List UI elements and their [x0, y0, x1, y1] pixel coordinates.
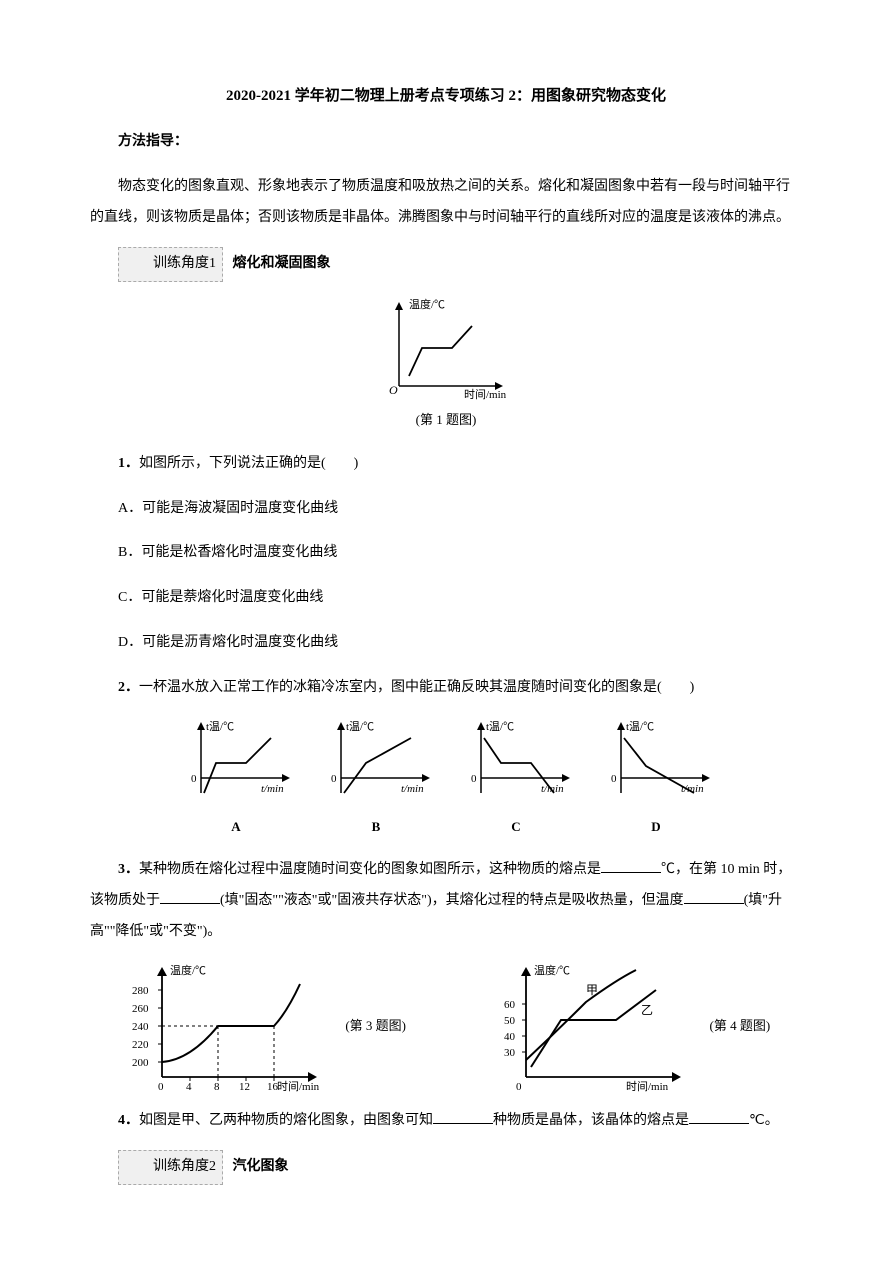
q3-text-3: 是吸收热量，但温度: [558, 893, 684, 908]
q2-option-d: t温/℃ 0 t/min D: [596, 718, 716, 842]
svg-text:240: 240: [132, 1021, 149, 1033]
svg-text:0: 0: [331, 773, 337, 785]
method-body: 物态变化的图象直观、形象地表示了物质温度和吸放热之间的关系。熔化和凝固图象中若有…: [90, 172, 802, 234]
figure-1-chart: O 温度/℃ 时间/min: [374, 296, 519, 406]
q2-label-d: D: [596, 813, 716, 842]
blank-5: [689, 1109, 749, 1124]
q2-text: 一杯温水放入正常工作的冰箱冷冻室内，图中能正确反映其温度随时间变化的图象是( ): [139, 680, 694, 695]
svg-text:温度/℃: 温度/℃: [534, 963, 570, 977]
figure-1: O 温度/℃ 时间/min (第 1 题图): [90, 296, 802, 435]
svg-text:8: 8: [214, 1081, 220, 1092]
section-1-header: 训练角度1 熔化和凝固图象: [90, 247, 802, 282]
q2-label-a: A: [176, 813, 296, 842]
svg-text:乙: 乙: [641, 1003, 653, 1017]
section-1-label: 训练角度1: [118, 247, 223, 282]
q2-label-b: B: [316, 813, 436, 842]
figure-4-caption: (第 4 题图): [710, 1018, 771, 1033]
svg-text:200: 200: [132, 1057, 149, 1069]
q4-prompt: 4．如图是甲、乙两种物质的熔化图象，由图象可知 种物质是晶体，该晶体的熔点是 ℃。: [90, 1106, 802, 1137]
svg-text:0: 0: [158, 1081, 164, 1092]
section-2-label: 训练角度2: [118, 1150, 223, 1185]
blank-2: [160, 889, 220, 904]
q4-number: 4．: [118, 1113, 139, 1128]
svg-text:t/min: t/min: [261, 783, 284, 795]
svg-text:t/min: t/min: [681, 783, 704, 795]
svg-text:t温/℃: t温/℃: [486, 720, 514, 733]
svg-text:0: 0: [516, 1081, 522, 1092]
fig1-ylabel: 温度/℃: [409, 297, 445, 311]
svg-text:50: 50: [504, 1015, 516, 1027]
svg-text:温度/℃: 温度/℃: [170, 963, 206, 977]
q1-option-c: C．可能是萘熔化时温度变化曲线: [90, 583, 802, 614]
svg-text:4: 4: [186, 1081, 192, 1092]
q1-option-d: D．可能是沥青熔化时温度变化曲线: [90, 628, 802, 659]
svg-text:40: 40: [504, 1031, 516, 1043]
svg-text:30: 30: [504, 1047, 516, 1059]
q4-text-2: 种物质是晶体，该晶体的熔点是: [493, 1113, 689, 1128]
svg-text:280: 280: [132, 985, 149, 997]
svg-text:260: 260: [132, 1003, 149, 1015]
q2-option-a: t温/℃ 0 t/min A: [176, 718, 296, 842]
svg-text:t温/℃: t温/℃: [346, 720, 374, 733]
q2-option-c: t温/℃ 0 t/min C: [456, 718, 576, 842]
section-1-title: 熔化和凝固图象: [233, 256, 331, 271]
figure-3: 200 220 240 260 280 0 4 8 12 16 温度/℃ 时间/…: [122, 962, 406, 1092]
svg-text:甲: 甲: [586, 983, 598, 997]
q2-prompt: 2．一杯温水放入正常工作的冰箱冷冻室内，图中能正确反映其温度随时间变化的图象是(…: [90, 673, 802, 704]
q4-unit: ℃。: [749, 1113, 779, 1128]
q3-text-1: 某种物质在熔化过程中温度随时间变化的图象如图所示，这种物质的熔点是: [139, 862, 601, 877]
blank-1: [601, 858, 661, 873]
q1-number: 1．: [118, 456, 139, 471]
q1-option-a: A．可能是海波凝固时温度变化曲线: [90, 494, 802, 525]
q1-option-b: B．可能是松香熔化时温度变化曲线: [90, 538, 802, 569]
q3-unit-1: ℃，在: [661, 862, 703, 877]
section-2-header: 训练角度2 汽化图象: [90, 1150, 802, 1185]
q4-text-1: 如图是甲、乙两种物质的熔化图象，由图象可知: [139, 1113, 433, 1128]
svg-text:60: 60: [504, 999, 516, 1011]
section-2-title: 汽化图象: [233, 1159, 289, 1174]
q2-option-b: t温/℃ 0 t/min B: [316, 718, 436, 842]
svg-text:t温/℃: t温/℃: [206, 720, 234, 733]
figure-1-caption: (第 1 题图): [90, 406, 802, 435]
svg-text:0: 0: [611, 773, 617, 785]
blank-3: [684, 889, 744, 904]
svg-text:0: 0: [471, 773, 477, 785]
svg-text:时间/min: 时间/min: [277, 1080, 320, 1092]
q2-number: 2．: [118, 680, 139, 695]
q3-hint-1: (填"固态""液态"或"固液共存状态")，其熔化过程的特点: [220, 893, 558, 908]
q2-options-row: t温/℃ 0 t/min A t温/℃ 0 t/min B t温/℃: [90, 718, 802, 842]
blank-4: [433, 1109, 493, 1124]
svg-text:t/min: t/min: [541, 783, 564, 795]
fig1-xlabel: 时间/min: [464, 388, 507, 401]
q1-prompt: 1．如图所示，下列说法正确的是( ): [90, 449, 802, 480]
q1-text: 如图所示，下列说法正确的是( ): [139, 456, 358, 471]
q2-label-c: C: [456, 813, 576, 842]
document-title: 2020-2021 学年初二物理上册考点专项练习 2：用图象研究物态变化: [90, 80, 802, 113]
svg-text:220: 220: [132, 1039, 149, 1051]
method-heading: 方法指导：: [90, 127, 802, 158]
svg-text:t/min: t/min: [401, 783, 424, 795]
svg-text:时间/min: 时间/min: [626, 1080, 669, 1092]
svg-text:0: 0: [191, 773, 197, 785]
figure-3-caption: (第 3 题图): [345, 1018, 406, 1033]
svg-text:12: 12: [239, 1081, 250, 1092]
q3-q4-figures: 200 220 240 260 280 0 4 8 12 16 温度/℃ 时间/…: [90, 962, 802, 1092]
q3-prompt: 3．某种物质在熔化过程中温度随时间变化的图象如图所示，这种物质的熔点是℃，在第 …: [90, 855, 802, 947]
fig1-origin: O: [389, 383, 398, 397]
figure-4: 0 30 40 50 60 甲 乙 温度/℃ 时间/min (第 4 题图): [486, 962, 770, 1092]
svg-text:t温/℃: t温/℃: [626, 720, 654, 733]
q3-number: 3．: [118, 862, 139, 877]
